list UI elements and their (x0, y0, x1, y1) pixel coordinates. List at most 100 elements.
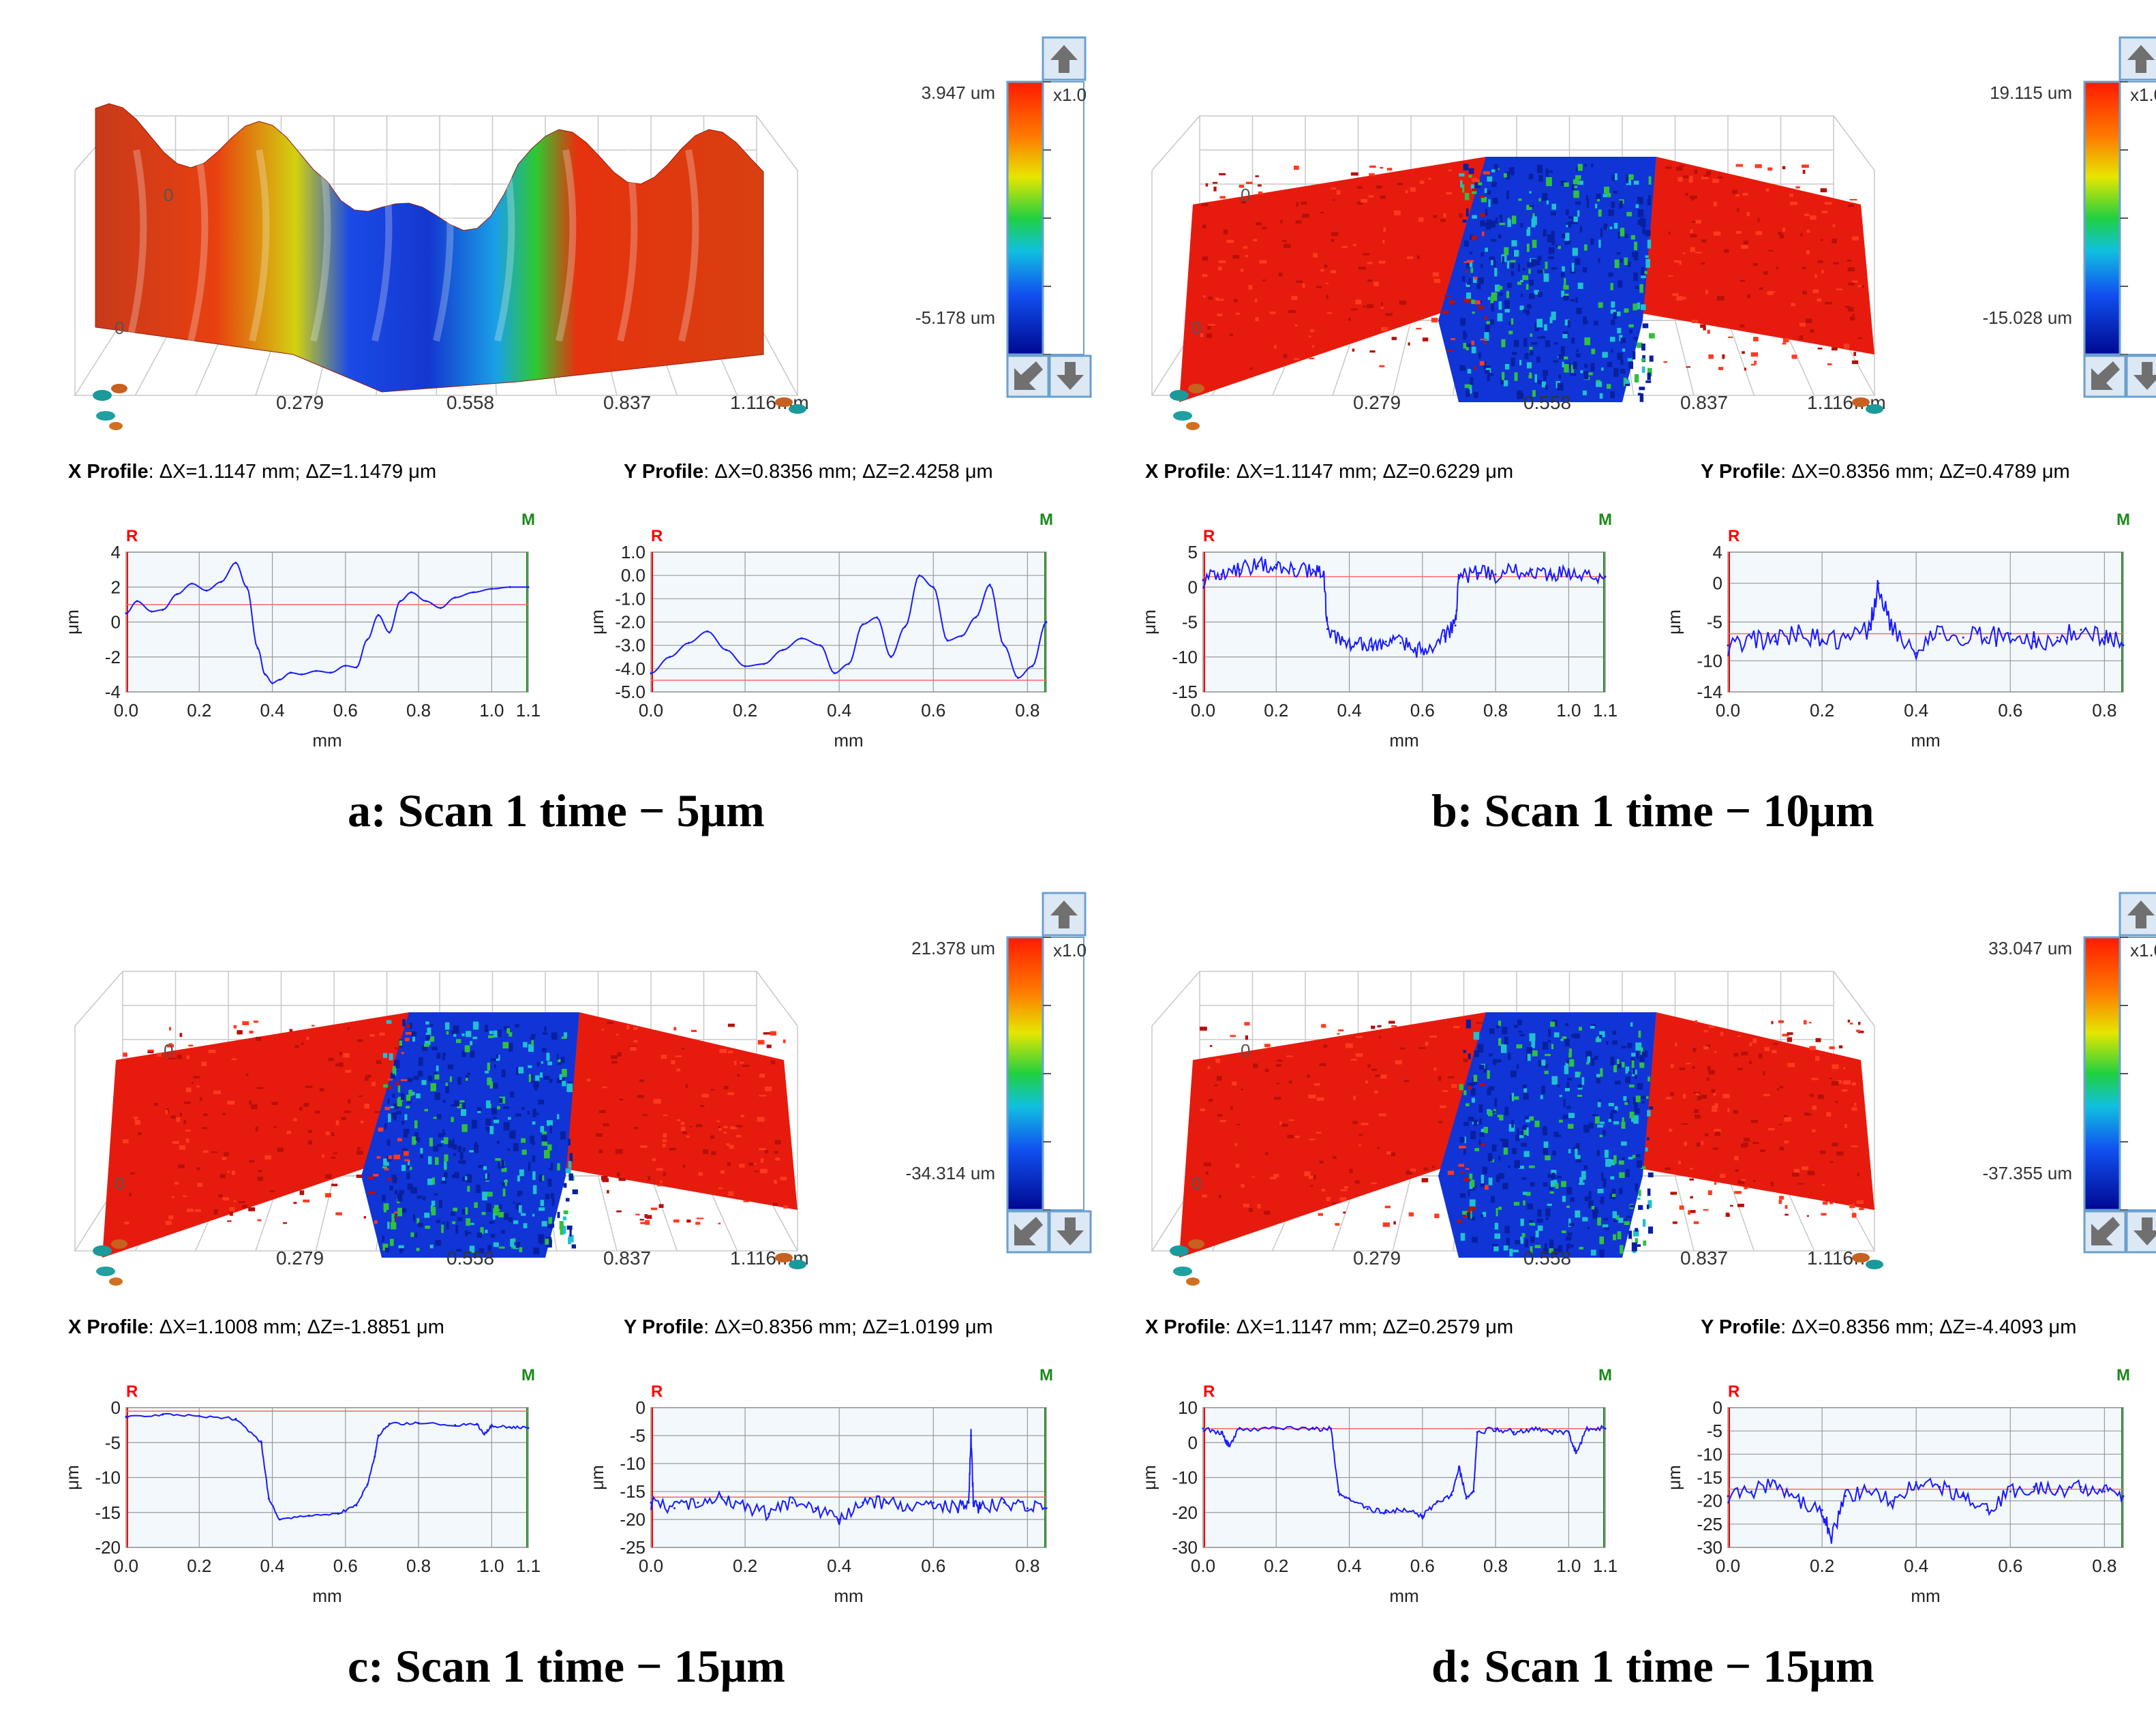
data-point (315, 669, 318, 672)
x-tick-label: 0.6 (921, 700, 945, 721)
data-point (1774, 640, 1776, 643)
reset-scale-button[interactable] (1006, 354, 1050, 398)
surface-3d-plot: 000.279 0.558 0.837 1.116 mm (74, 103, 809, 430)
scale-down-button[interactable] (2125, 354, 2156, 398)
data-point (1414, 649, 1416, 651)
axis-orientation-icon[interactable] (93, 384, 127, 430)
scale-down-button[interactable] (1048, 354, 1092, 398)
data-point (833, 672, 836, 675)
axis-orientation-icon[interactable] (1170, 1239, 1204, 1286)
profile-chart: 0.0 0.2 0.4 0.6 0.8 0 -5 -10 -15 -20 -25 -30 mm μm R M (1664, 1366, 2130, 1606)
colorbar-max-label: 33.047 um (1988, 938, 2072, 958)
x-tick-label: 0.4 (827, 700, 851, 721)
profile-data-points (1202, 564, 1607, 651)
data-point (1355, 641, 1358, 644)
data-point (234, 1417, 237, 1420)
data-point (527, 1427, 530, 1429)
data-point (454, 596, 457, 599)
data-point (2033, 1485, 2035, 1488)
data-point (1045, 621, 1048, 623)
plot-gridlines (125, 551, 529, 693)
surface-right-plateau (1643, 1012, 1874, 1210)
y-axis-label: μm (1139, 1465, 1159, 1490)
data-point (1476, 1431, 1478, 1434)
data-point (1585, 1427, 1588, 1430)
y-tick-label: 0 (111, 612, 121, 633)
x-tick-label: 0.8 (2092, 700, 2116, 721)
data-point (1384, 640, 1387, 643)
data-point (1228, 1444, 1230, 1447)
r-marker-label: R (651, 1382, 663, 1401)
reset-scale-button[interactable] (1006, 1210, 1050, 1254)
axis-orientation-icon[interactable] (775, 397, 806, 414)
axis-orientation-icon[interactable] (775, 1253, 806, 1269)
data-point (1844, 1495, 1847, 1498)
colorbar-scale-label: x1.0 (2130, 940, 2156, 960)
axis-orientation-icon[interactable] (1852, 1253, 1883, 1269)
x-tick-label: 0.4 (260, 1556, 284, 1576)
data-point (819, 644, 822, 647)
scale-up-button[interactable] (1042, 892, 1087, 937)
x-profile-label: X Profile (68, 1316, 149, 1338)
surface-left-plateau (102, 1012, 423, 1258)
x-tick-label: 1.0 (1556, 700, 1581, 721)
surface-z-label: 0 (1241, 185, 1250, 205)
profile-data-points (1727, 1481, 2125, 1539)
reset-scale-button[interactable] (2083, 354, 2127, 398)
profile-trace (1727, 579, 2124, 661)
colorbar: 19.115 um -15.028 um x1.0 (1982, 80, 2156, 356)
data-point (909, 1507, 911, 1510)
reset-scale-button[interactable] (2083, 1210, 2127, 1254)
plot-gridlines (1727, 551, 2123, 693)
r-marker-label: R (1203, 527, 1215, 545)
x-profile-title: X Profile: ΔX=1.1147 mm; ΔZ=0.2579 μm (1145, 1316, 1513, 1339)
scale-down-button[interactable] (1048, 1210, 1092, 1254)
data-point (800, 637, 803, 639)
data-point (198, 1414, 200, 1417)
data-point (1220, 1431, 1223, 1434)
scale-up-button[interactable] (1042, 36, 1087, 81)
data-point (1604, 575, 1607, 578)
axis-orientation-icon[interactable] (93, 1239, 127, 1286)
data-point (1494, 1427, 1497, 1430)
data-point (1311, 569, 1314, 571)
y-tick-label: -10 (1697, 1444, 1722, 1464)
data-point (2122, 644, 2125, 647)
scale-up-button[interactable] (2119, 892, 2156, 937)
panel-caption: c: Scan 1 time − 15μm (348, 1640, 785, 1692)
y-tick-label: -2 (105, 647, 121, 667)
surface-texture (1200, 164, 1864, 402)
x-tick-label: 1.1 (1593, 1556, 1618, 1576)
y-tick-label: -2.0 (615, 612, 646, 633)
data-point (988, 584, 991, 586)
r-marker-label: R (126, 527, 138, 545)
data-point (1513, 571, 1515, 573)
data-point (1341, 638, 1343, 641)
y-axis-label: μm (587, 1465, 607, 1490)
data-point (1017, 677, 1020, 679)
surface-z-label: 0 (115, 1173, 124, 1194)
y-tick-label: -15 (95, 1502, 121, 1523)
r-marker-label: R (1728, 1382, 1740, 1401)
profile-trace (125, 562, 528, 684)
y-profile-label: Y Profile (624, 1316, 704, 1338)
axis-orientation-icon[interactable] (1852, 397, 1883, 414)
y-tick-label: 0 (1188, 577, 1198, 597)
data-point (1403, 1508, 1406, 1511)
data-point (1549, 1431, 1551, 1434)
x-tick-label: 0.6 (333, 700, 358, 721)
data-point (1257, 565, 1259, 567)
data-point (744, 1507, 746, 1510)
axis-orientation-icon[interactable] (1170, 384, 1204, 430)
data-point (1915, 1481, 1917, 1483)
y-tick-label: -30 (1172, 1537, 1198, 1558)
data-point (970, 1434, 972, 1437)
scale-up-button[interactable] (2119, 36, 2156, 81)
data-point (1465, 1497, 1468, 1500)
y-profile-label: Y Profile (1701, 461, 1781, 483)
arrow-down-icon (2134, 362, 2156, 390)
x-profile-metrics: : ΔX=1.1147 mm; ΔZ=0.6229 μm (1225, 461, 1514, 483)
scale-down-button[interactable] (2125, 1210, 2156, 1254)
arrow-up-icon (2127, 900, 2155, 928)
y-axis-label: μm (62, 1465, 82, 1490)
